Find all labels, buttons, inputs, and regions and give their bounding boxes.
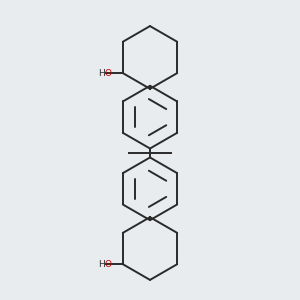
Text: H: H <box>98 69 105 78</box>
Text: O: O <box>105 69 112 78</box>
Text: H: H <box>98 260 105 269</box>
Text: O: O <box>105 260 112 269</box>
